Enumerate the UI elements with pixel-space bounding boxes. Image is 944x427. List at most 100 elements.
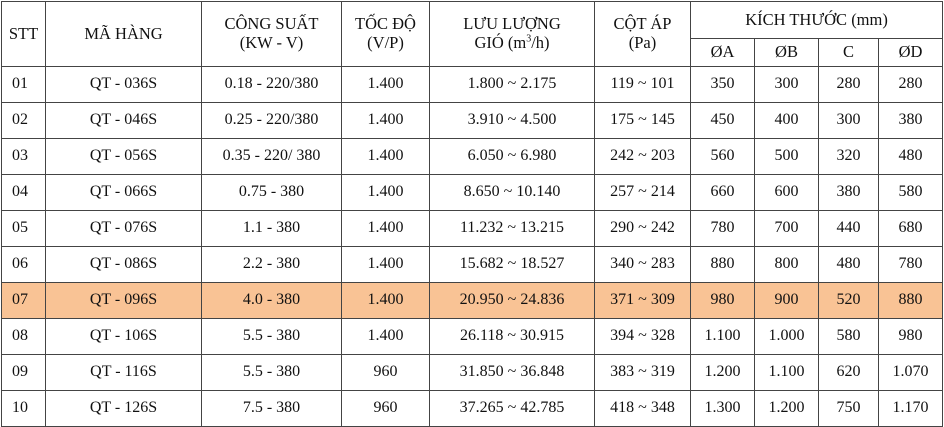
cell-cong-suat: 4.0 - 380 xyxy=(201,282,342,319)
cell-dim-d: 580 xyxy=(877,174,944,211)
header-dim-a: ØA xyxy=(690,38,755,67)
header-dim-c: C xyxy=(818,38,879,67)
cell-toc-do: 1.400 xyxy=(341,282,430,319)
cell-ma-hang: QT - 126S xyxy=(45,390,202,427)
header-toc-do: TỐC ĐỘ (V/P) xyxy=(341,1,430,67)
cell-stt: 08 xyxy=(1,318,46,355)
cell-ma-hang: QT - 036S xyxy=(45,66,202,103)
cell-ma-hang: QT - 046S xyxy=(45,102,202,139)
cell-dim-b: 1.000 xyxy=(754,318,819,355)
cell-cong-suat: 2.2 - 380 xyxy=(201,246,342,283)
cell-dim-c: 580 xyxy=(818,318,879,355)
table-row: 05 QT - 076S 1.1 - 380 1.400 11.232 ~ 13.215… xyxy=(1,210,944,247)
cell-cot-ap: 394 ~ 328 xyxy=(594,318,691,355)
cell-toc-do: 1.400 xyxy=(341,138,430,175)
cell-dim-d: 680 xyxy=(877,210,944,247)
cell-cot-ap: 371 ~ 309 xyxy=(594,282,691,319)
cell-luu-luong: 6.050 ~ 6.980 xyxy=(429,138,595,175)
header-cong-suat-unit: (KW - V) xyxy=(239,33,304,52)
cell-dim-b: 900 xyxy=(754,282,819,319)
cell-cot-ap: 383 ~ 319 xyxy=(594,354,691,391)
cell-dim-d: 380 xyxy=(877,102,944,139)
cell-luu-luong: 1.800 ~ 2.175 xyxy=(429,66,595,103)
header-cong-suat-title: CÔNG SUẤT xyxy=(224,14,319,34)
table-row: 04 QT - 066S 0.75 - 380 1.400 8.650 ~ 10.140… xyxy=(1,174,944,211)
cell-cong-suat: 1.1 - 380 xyxy=(201,210,342,247)
header-kich-thuoc: KÍCH THƯỚC (mm) xyxy=(689,1,944,39)
cell-cot-ap: 175 ~ 145 xyxy=(594,102,691,139)
cell-dim-a: 350 xyxy=(690,66,755,103)
cell-cong-suat: 0.35 - 220/ 380 xyxy=(201,138,342,175)
header-dim-b: ØB xyxy=(754,38,819,67)
cell-cong-suat: 0.18 - 220/380 xyxy=(201,66,342,103)
header-toc-do-title: TỐC ĐỘ xyxy=(355,14,416,34)
table-row: 01 QT - 036S 0.18 - 220/380 1.400 1.800 ~ 2.… xyxy=(1,66,944,103)
cell-stt: 01 xyxy=(1,66,46,103)
cell-cot-ap: 418 ~ 348 xyxy=(594,390,691,427)
header-cot-ap: CỘT ÁP (Pa) xyxy=(594,1,691,67)
cell-stt: 04 xyxy=(1,174,46,211)
unit-post: /h) xyxy=(531,33,550,52)
cell-dim-a: 560 xyxy=(690,138,755,175)
cell-dim-a: 980 xyxy=(690,282,755,319)
table-row: 03 QT - 056S 0.35 - 220/ 380 1.400 6.050 ~ 6… xyxy=(1,138,944,175)
header-stt: STT xyxy=(1,1,46,67)
cell-stt: 05 xyxy=(1,210,46,247)
cell-cong-suat: 5.5 - 380 xyxy=(201,354,342,391)
cell-toc-do: 1.400 xyxy=(341,102,430,139)
header-luu-luong-title: LƯU LƯỢNG xyxy=(463,14,561,34)
cell-dim-d: 780 xyxy=(877,246,944,283)
cell-dim-b: 300 xyxy=(754,66,819,103)
table-row: 09 QT - 116S 5.5 - 380 960 31.850 ~ 36.848 38… xyxy=(1,354,944,391)
cell-dim-c: 320 xyxy=(818,138,879,175)
header-luu-luong-unit: GIÓ (m3/h) xyxy=(430,33,594,53)
cell-dim-a: 450 xyxy=(690,102,755,139)
cell-toc-do: 960 xyxy=(341,354,430,391)
cell-ma-hang: QT - 106S xyxy=(45,318,202,355)
table-body: 01 QT - 036S 0.18 - 220/380 1.400 1.800 ~ 2.… xyxy=(1,66,944,427)
cell-ma-hang: QT - 076S xyxy=(45,210,202,247)
cell-stt: 10 xyxy=(1,390,46,427)
cell-toc-do: 1.400 xyxy=(341,318,430,355)
cell-toc-do: 960 xyxy=(341,390,430,427)
cell-dim-a: 1.100 xyxy=(690,318,755,355)
cell-luu-luong: 11.232 ~ 13.215 xyxy=(429,210,595,247)
cell-cong-suat: 0.75 - 380 xyxy=(201,174,342,211)
cell-dim-d: 1.070 xyxy=(877,354,944,391)
table-row: 10 QT - 126S 7.5 - 380 960 37.265 ~ 42.785 41… xyxy=(1,390,944,427)
cell-toc-do: 1.400 xyxy=(341,66,430,103)
cell-stt: 06 xyxy=(1,246,46,283)
cell-luu-luong: 31.850 ~ 36.848 xyxy=(429,354,595,391)
cell-toc-do: 1.400 xyxy=(341,246,430,283)
cell-toc-do: 1.400 xyxy=(341,210,430,247)
cell-dim-b: 800 xyxy=(754,246,819,283)
table-row: 07 QT - 096S 4.0 - 380 1.400 20.950 ~ 24.836… xyxy=(1,282,944,319)
cell-cot-ap: 290 ~ 242 xyxy=(594,210,691,247)
header-cong-suat: CÔNG SUẤT (KW - V) xyxy=(201,1,342,67)
cell-ma-hang: QT - 056S xyxy=(45,138,202,175)
header-cot-ap-title: CỘT ÁP xyxy=(613,14,672,34)
table-row: 06 QT - 086S 2.2 - 380 1.400 15.682 ~ 18.527… xyxy=(1,246,944,283)
cell-dim-a: 1.200 xyxy=(690,354,755,391)
cell-dim-d: 880 xyxy=(877,282,944,319)
cell-cong-suat: 5.5 - 380 xyxy=(201,318,342,355)
cell-cot-ap: 242 ~ 203 xyxy=(594,138,691,175)
cell-stt: 09 xyxy=(1,354,46,391)
cell-dim-d: 1.170 xyxy=(877,390,944,427)
unit-pre: GIÓ (m xyxy=(474,33,527,52)
cell-cong-suat: 7.5 - 380 xyxy=(201,390,342,427)
cell-dim-c: 380 xyxy=(818,174,879,211)
cell-ma-hang: QT - 096S xyxy=(45,282,202,319)
cell-dim-d: 280 xyxy=(877,66,944,103)
cell-cong-suat: 0.25 - 220/380 xyxy=(201,102,342,139)
cell-toc-do: 1.400 xyxy=(341,174,430,211)
cell-dim-b: 1.100 xyxy=(754,354,819,391)
header-dim-d: ØD xyxy=(877,38,944,67)
cell-dim-c: 440 xyxy=(818,210,879,247)
cell-dim-c: 480 xyxy=(818,246,879,283)
cell-luu-luong: 20.950 ~ 24.836 xyxy=(429,282,595,319)
cell-dim-d: 980 xyxy=(877,318,944,355)
cell-stt: 07 xyxy=(1,282,46,319)
table-row: 08 QT - 106S 5.5 - 380 1.400 26.118 ~ 30.915… xyxy=(1,318,944,355)
